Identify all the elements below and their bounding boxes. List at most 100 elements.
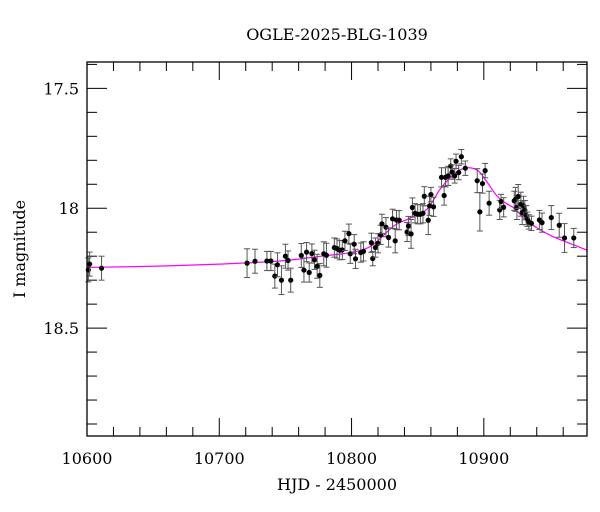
point-marker (389, 216, 396, 222)
data-point (430, 196, 437, 217)
axis-ticks (86, 62, 587, 436)
data-point (282, 243, 289, 269)
data-point (486, 190, 493, 216)
point-marker (458, 154, 464, 160)
data-point (482, 162, 489, 179)
data-point (351, 234, 358, 255)
point-marker (482, 168, 488, 174)
data-point (476, 192, 483, 232)
data-point (303, 242, 310, 263)
point-marker (396, 217, 402, 223)
point-marker (421, 193, 427, 199)
point-marker (323, 252, 330, 258)
data-point (287, 267, 294, 293)
point-marker (282, 253, 289, 259)
data-point (267, 250, 274, 272)
x-tick-label: 10800 (326, 449, 377, 468)
point-marker (441, 192, 447, 199)
point-marker (456, 169, 462, 176)
data-point (458, 149, 465, 165)
x-tick-label: 10600 (62, 449, 113, 468)
data-point (392, 228, 399, 254)
y-tick-label: 18.5 (43, 319, 79, 338)
data-point (453, 153, 460, 169)
point-marker (571, 235, 577, 241)
data-point (278, 265, 285, 296)
point-marker (285, 257, 291, 264)
point-marker (383, 224, 389, 230)
point-marker (278, 277, 285, 283)
data-point (98, 255, 105, 281)
point-marker (498, 198, 504, 205)
data-point (528, 215, 535, 232)
data-point (427, 186, 434, 203)
point-marker (372, 244, 378, 251)
data-point (244, 248, 251, 279)
point-marker (268, 258, 274, 264)
point-marker (272, 273, 278, 279)
point-marker (298, 252, 304, 259)
point-marker (486, 200, 492, 206)
point-marker (561, 235, 568, 241)
point-marker (515, 193, 521, 200)
point-marker (405, 223, 412, 229)
point-marker (311, 257, 318, 263)
point-marker (274, 262, 281, 268)
point-marker (303, 249, 310, 255)
point-marker (430, 204, 437, 210)
point-marker (408, 231, 414, 237)
data-point (314, 253, 321, 279)
y-tick-label: 18 (59, 199, 79, 218)
data-point (274, 252, 281, 278)
data-point (334, 238, 340, 259)
data-point (382, 217, 389, 238)
point-marker (449, 169, 455, 175)
data-point (556, 212, 563, 238)
data-point (570, 227, 577, 249)
point-marker (360, 248, 367, 254)
data-point (271, 263, 278, 289)
point-marker (375, 240, 381, 246)
point-marker (548, 214, 554, 221)
point-marker (445, 173, 451, 179)
point-marker (87, 261, 93, 267)
data-point (419, 203, 426, 224)
point-marker (528, 220, 535, 226)
data-point (306, 262, 313, 283)
data-point (308, 243, 315, 264)
data-point (345, 223, 352, 244)
point-marker (306, 269, 312, 276)
y-tick-label: 17.5 (43, 79, 79, 98)
data-point (85, 257, 92, 283)
point-marker (420, 210, 426, 216)
point-marker (392, 238, 398, 244)
point-marker (342, 238, 348, 244)
data-point (536, 209, 543, 231)
data-point (360, 241, 367, 262)
chart-title: OGLE-2025-BLG-1039 (246, 25, 428, 44)
point-marker (314, 263, 320, 269)
point-marker (98, 265, 105, 271)
point-marker (556, 222, 562, 228)
point-marker (462, 165, 468, 171)
point-marker (264, 258, 270, 264)
point-marker (352, 256, 359, 262)
x-tick-label: 10700 (194, 449, 245, 468)
point-marker (368, 240, 374, 246)
point-marker (425, 217, 431, 223)
data-point (352, 248, 359, 269)
y-axis-label: I magnitude (10, 200, 29, 298)
point-marker (301, 267, 307, 273)
data-point (449, 164, 456, 180)
data-point (515, 184, 522, 209)
data-point (408, 219, 415, 249)
data-point (451, 168, 458, 184)
data-point (455, 164, 462, 181)
data-point (251, 248, 258, 274)
point-marker (428, 191, 434, 198)
point-marker (317, 272, 323, 278)
data-point (341, 230, 348, 251)
data-point (368, 232, 375, 253)
data-point (539, 212, 546, 233)
point-marker (351, 241, 357, 247)
